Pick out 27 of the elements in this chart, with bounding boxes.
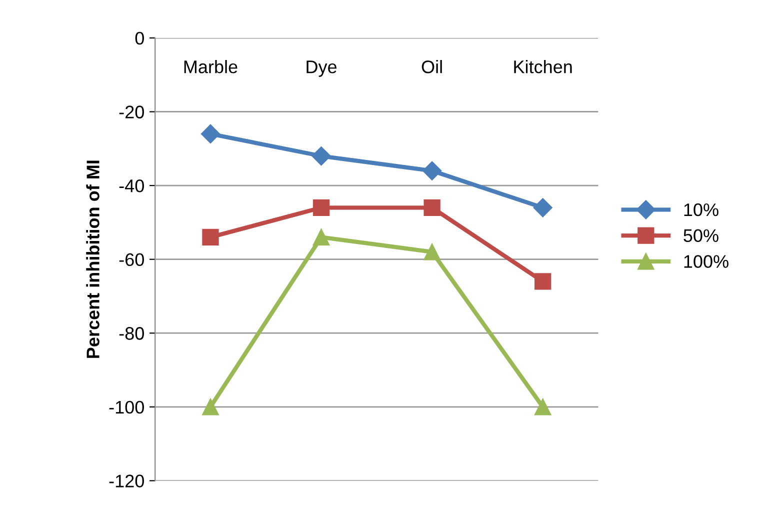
y-tick-label: -20	[119, 106, 144, 118]
x-tick-label: Dye	[306, 60, 337, 77]
point	[312, 146, 331, 166]
y-tick-label: -100	[109, 400, 144, 414]
point	[202, 398, 219, 416]
legend-label: 50%	[684, 229, 718, 242]
legend-label: 100%	[684, 255, 728, 268]
y-axis-title: Percent inhibition of MI	[86, 160, 100, 358]
x-tick-label: Kitchen	[514, 60, 572, 74]
point	[312, 228, 330, 246]
x-tick-label: Marble	[184, 60, 238, 74]
y-tick-label: 0	[135, 32, 144, 45]
point	[533, 198, 552, 218]
point	[424, 199, 440, 216]
point	[200, 124, 220, 144]
y-tick-label: -120	[109, 474, 144, 488]
point	[312, 199, 330, 216]
y-tick-label: -40	[119, 179, 144, 192]
x-tick-label: Oil	[422, 60, 442, 74]
point	[534, 273, 552, 290]
point	[422, 161, 442, 180]
legend-label: 10%	[684, 203, 718, 216]
point	[202, 228, 219, 246]
point	[534, 398, 552, 416]
y-tick-label: -60	[119, 253, 144, 266]
point	[424, 244, 440, 260]
y-tick-label: -80	[119, 327, 144, 340]
